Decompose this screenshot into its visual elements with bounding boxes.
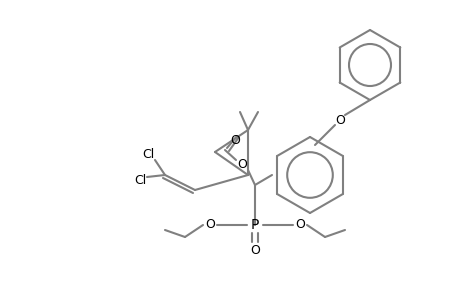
- Text: O: O: [205, 218, 214, 232]
- Text: P: P: [250, 218, 258, 232]
- Text: O: O: [294, 218, 304, 232]
- Text: O: O: [236, 158, 246, 172]
- Text: O: O: [230, 134, 240, 146]
- Text: Cl: Cl: [134, 173, 146, 187]
- Text: O: O: [250, 244, 259, 256]
- Text: O: O: [334, 113, 344, 127]
- Text: Cl: Cl: [141, 148, 154, 161]
